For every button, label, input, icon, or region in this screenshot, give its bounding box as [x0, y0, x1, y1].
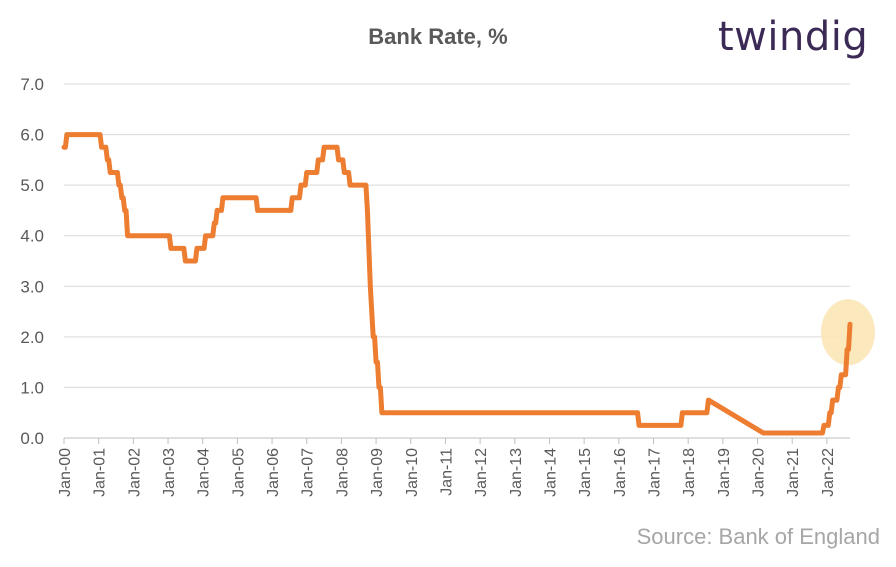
x-tick-label: Jan-06	[265, 448, 282, 497]
x-tick-label: Jan-14	[542, 448, 559, 497]
x-tick-label: Jan-04	[196, 448, 213, 497]
x-axis	[63, 437, 850, 444]
y-tick-label: 5.0	[20, 176, 44, 195]
x-tick-label: Jan-09	[369, 448, 386, 497]
source-note: Source: Bank of England	[636, 524, 880, 549]
bank-rate-line	[61, 132, 853, 436]
y-tick-label: 3.0	[20, 277, 44, 296]
series-layer	[61, 132, 853, 436]
y-tick-label: 7.0	[20, 75, 44, 94]
x-tick-label: Jan-11	[438, 448, 455, 496]
x-tick-label: Jan-07	[300, 448, 317, 497]
x-tick-label: Jan-13	[508, 448, 525, 497]
x-tick-label: Jan-12	[473, 448, 490, 497]
x-tick-label: Jan-22	[820, 448, 837, 497]
chart-title: Bank Rate, %	[368, 24, 508, 49]
x-axis-ticks: Jan-00 Jan-01 Jan-02 Jan-03 Jan-04 Jan-05 Jan-…	[57, 448, 837, 497]
y-tick-label: 6.0	[20, 126, 44, 145]
y-tick-label: 0.0	[20, 429, 44, 448]
x-tick-label: Jan-03	[161, 448, 178, 497]
x-tick-label: Jan-15	[577, 448, 594, 497]
y-tick-label: 1.0	[20, 378, 44, 397]
x-tick-label: Jan-05	[230, 448, 247, 497]
x-tick-label: Jan-21	[785, 448, 802, 497]
y-tick-label: 4.0	[20, 227, 44, 246]
x-tick-label: Jan-02	[126, 448, 143, 497]
twindig-logo: twindig	[718, 14, 869, 60]
x-tick-label: Jan-17	[647, 448, 664, 497]
x-tick-label: Jan-16	[612, 448, 629, 497]
y-tick-label: 2.0	[20, 328, 44, 347]
x-tick-label: Jan-08	[334, 448, 351, 497]
x-tick-label: Jan-10	[404, 448, 421, 497]
y-axis-ticks: 0.0 1.0 2.0 3.0 4.0 5.0 6.0 7.0	[20, 75, 44, 448]
x-tick-label: Jan-20	[751, 448, 768, 497]
x-tick-label: Jan-18	[681, 448, 698, 497]
gridlines	[64, 83, 850, 388]
x-tick-label: Jan-00	[57, 448, 74, 497]
x-tick-label: Jan-01	[92, 448, 109, 497]
x-tick-label: Jan-19	[716, 448, 733, 497]
